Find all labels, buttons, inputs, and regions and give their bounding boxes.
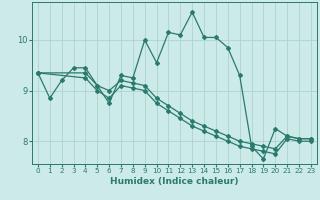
X-axis label: Humidex (Indice chaleur): Humidex (Indice chaleur) — [110, 177, 239, 186]
